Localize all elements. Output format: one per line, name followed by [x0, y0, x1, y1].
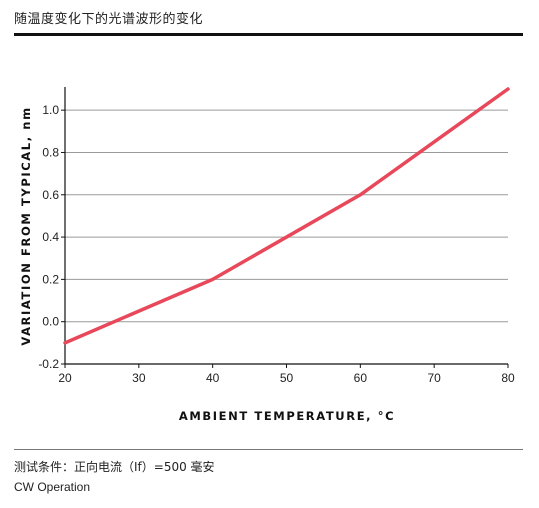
axes — [61, 87, 509, 368]
x-tick-label: 50 — [280, 371, 294, 385]
y-tick-label: 0.6 — [42, 188, 59, 202]
y-tick-label: -0.2 — [38, 357, 59, 371]
y-axis-label: VARIATION FROM TYPICAL, nm — [19, 106, 33, 345]
x-tick-label: 70 — [427, 371, 441, 385]
y-tick-label: 0.4 — [42, 230, 59, 244]
title-divider — [14, 33, 523, 36]
line-chart: -0.2 0.0 0.2 0.4 0.6 0.8 1.0 20 30 40 50 60 70 80 VA… — [19, 87, 515, 423]
y-tick-label: 1.0 — [42, 103, 59, 117]
x-tick-label: 80 — [501, 371, 515, 385]
y-tick-labels: -0.2 0.0 0.2 0.4 0.6 0.8 1.0 — [38, 103, 59, 371]
series-line — [63, 87, 510, 345]
page-title: 随温度变化下的光谱波形的变化 — [14, 12, 204, 27]
x-axis-label: AMBIENT TEMPERATURE, °C — [179, 409, 395, 423]
test-conditions: 测试条件：正向电流（If）=500 毫安 — [14, 460, 215, 474]
x-tick-label: 20 — [58, 371, 72, 385]
operation-mode: CW Operation — [14, 480, 91, 494]
grid-lines — [65, 109, 508, 323]
footer-divider — [14, 449, 523, 450]
y-tick-label: 0.0 — [42, 315, 59, 329]
x-tick-label: 30 — [132, 371, 146, 385]
x-tick-label: 40 — [206, 371, 220, 385]
series-layer — [63, 87, 510, 345]
y-tick-label: 0.2 — [42, 272, 59, 286]
x-tick-label: 60 — [354, 371, 368, 385]
x-tick-labels: 20 30 40 50 60 70 80 — [58, 371, 515, 385]
y-tick-label: 0.8 — [42, 145, 59, 159]
